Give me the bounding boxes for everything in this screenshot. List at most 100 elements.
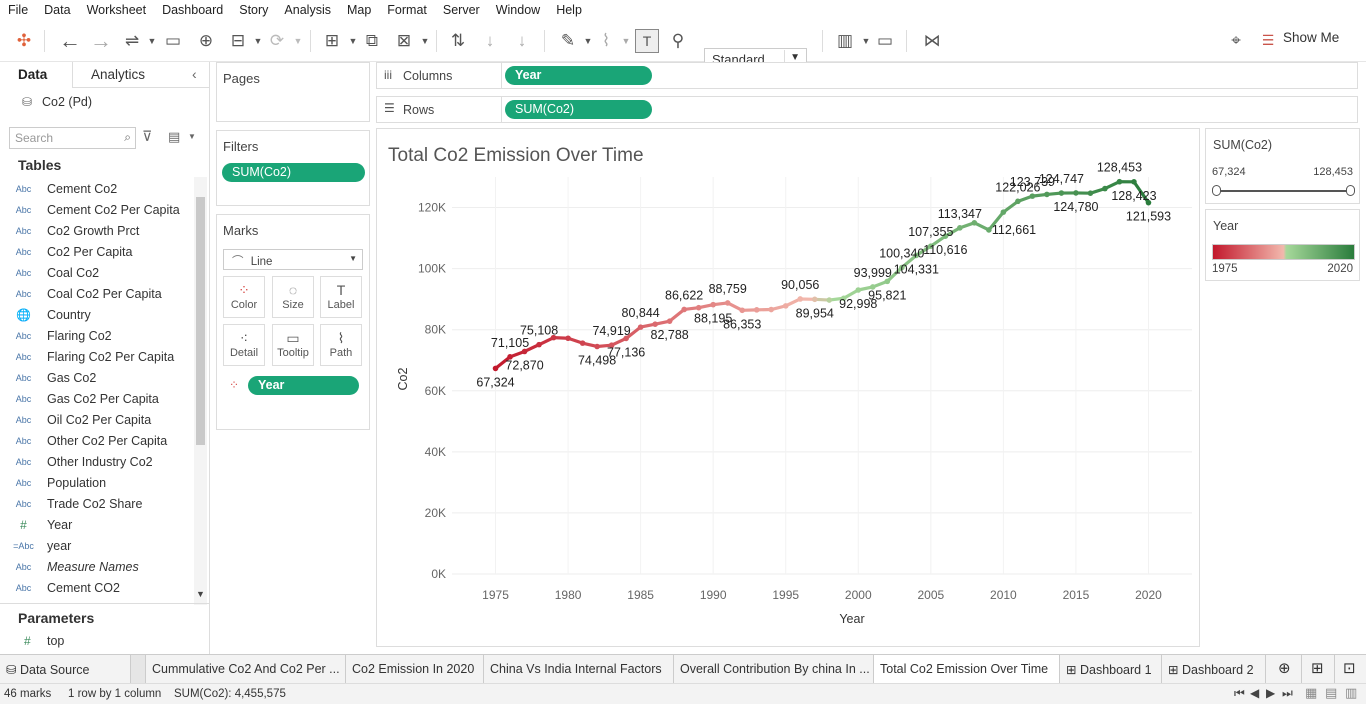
- filter-pill[interactable]: SUM(Co2): [222, 163, 365, 182]
- presentation-icon[interactable]: ▭: [876, 31, 894, 50]
- columns-year-pill[interactable]: Year: [505, 66, 652, 85]
- field-item[interactable]: Abc Other Industry Co2: [0, 451, 195, 472]
- tooltip-button[interactable]: ▭ Tooltip: [272, 324, 314, 366]
- menu-story[interactable]: Story: [239, 3, 269, 17]
- tab-overall-contribution[interactable]: Overall Contribution By china In ...: [674, 655, 874, 684]
- field-item[interactable]: Abc Oil Co2 Per Capita: [0, 409, 195, 430]
- grid-view-icon[interactable]: ▦: [1305, 685, 1318, 700]
- scrollbar-thumb[interactable]: [196, 197, 205, 445]
- mark-type-select[interactable]: ⌒ Line ▼: [223, 249, 363, 270]
- field-item[interactable]: Abc Cement CO2: [0, 577, 195, 598]
- field-item[interactable]: # Year: [0, 514, 195, 535]
- menu-analysis[interactable]: Analysis: [284, 3, 331, 17]
- nav-first-icon[interactable]: ⏮: [1234, 686, 1245, 700]
- tab-analytics[interactable]: Analytics: [72, 62, 210, 88]
- scroll-down-icon[interactable]: ▼: [196, 589, 205, 599]
- show-me-button[interactable]: Show Me: [1283, 30, 1340, 45]
- filmstrip-icon[interactable]: ▥: [1345, 685, 1358, 700]
- tableau-logo-icon[interactable]: ✣: [16, 31, 32, 50]
- field-item[interactable]: Abc Flaring Co2 Per Capita: [0, 346, 195, 367]
- field-item[interactable]: Abc Gas Co2 Per Capita: [0, 388, 195, 409]
- field-item[interactable]: Abc Trade Co2 Share: [0, 493, 195, 514]
- menu-worksheet[interactable]: Worksheet: [86, 3, 147, 17]
- menu-data[interactable]: Data: [44, 3, 71, 17]
- sort-ascending-icon[interactable]: ↓: [485, 31, 495, 50]
- refresh-icon[interactable]: ⟳: [269, 31, 285, 50]
- card-view-icon[interactable]: ▥: [836, 31, 854, 50]
- filters-shelf[interactable]: Filters SUM(Co2): [216, 130, 370, 206]
- detail-button[interactable]: ⁖ Detail: [223, 324, 265, 366]
- field-item[interactable]: Abc Flaring Co2: [0, 325, 195, 346]
- field-item[interactable]: Abc Other Co2 Per Capita: [0, 430, 195, 451]
- scrollbar[interactable]: [194, 177, 207, 605]
- menu-dashboard[interactable]: Dashboard: [162, 3, 224, 17]
- field-item[interactable]: Abc Co2 Growth Prct: [0, 220, 195, 241]
- menu-map[interactable]: Map: [346, 3, 372, 17]
- menu-window[interactable]: Window: [495, 3, 541, 17]
- chevron-down-icon[interactable]: ▼: [861, 36, 871, 46]
- range-slider-track[interactable]: [1216, 190, 1351, 192]
- menu-file[interactable]: File: [8, 3, 29, 17]
- rows-shelf[interactable]: ☰ Rows SUM(Co2): [376, 96, 1358, 123]
- sort-descending-icon[interactable]: ↓: [517, 31, 527, 50]
- new-story-icon[interactable]: ⊡: [1343, 660, 1356, 677]
- duplicate-sheet-icon[interactable]: ⧉: [365, 31, 379, 50]
- nav-next-icon[interactable]: ▶: [1266, 686, 1276, 700]
- new-datasource-icon[interactable]: ⊕: [198, 31, 214, 50]
- redo-icon[interactable]: →: [90, 28, 112, 53]
- range-slider-min-handle[interactable]: [1212, 185, 1221, 196]
- pin-icon[interactable]: ⚲: [671, 31, 685, 50]
- chevron-down-icon[interactable]: ▼: [621, 36, 631, 46]
- tab-dashboard-1[interactable]: ⊞ Dashboard 1: [1060, 655, 1162, 684]
- new-worksheet-icon[interactable]: ⊞: [324, 31, 340, 50]
- chevron-down-icon[interactable]: ▼: [420, 36, 430, 46]
- tab-data-source[interactable]: ⛁ Data Source: [0, 655, 131, 684]
- tab-dashboard-2[interactable]: ⊞ Dashboard 2: [1162, 655, 1266, 684]
- highlight-icon[interactable]: ✎: [560, 31, 576, 50]
- collapse-icon[interactable]: ‹: [192, 66, 197, 82]
- field-item[interactable]: Abc Measure Names: [0, 556, 195, 577]
- field-item[interactable]: Abc Population: [0, 472, 195, 493]
- undo-icon[interactable]: ←: [59, 28, 81, 53]
- swap-axes-icon[interactable]: ⇅: [450, 31, 466, 50]
- range-slider-max-handle[interactable]: [1346, 185, 1355, 196]
- field-item[interactable]: Abc Cement Co2: [0, 178, 195, 199]
- chevron-down-icon[interactable]: ▼: [348, 36, 358, 46]
- tab-china-india[interactable]: China Vs India Internal Factors: [484, 655, 674, 684]
- show-labels-icon[interactable]: T: [635, 29, 659, 53]
- nav-prev-icon[interactable]: ◀: [1250, 686, 1260, 700]
- chevron-down-icon[interactable]: ▼: [583, 36, 593, 46]
- list-view-icon[interactable]: ▤: [1325, 685, 1338, 700]
- group-members-icon[interactable]: ⌇: [601, 31, 611, 50]
- filter-icon[interactable]: ⊽: [142, 128, 153, 144]
- share-icon[interactable]: ⋈: [923, 31, 941, 50]
- pause-updates-icon[interactable]: ⊟: [230, 31, 246, 50]
- menu-format[interactable]: Format: [387, 3, 427, 17]
- line-chart[interactable]: 0K 20K 40K 60K 80K 100K 120K 1975 1980 1985 1990 19…: [377, 129, 1199, 646]
- view-list-icon[interactable]: ▤: [168, 129, 181, 144]
- field-item[interactable]: Abc Coal Co2 Per Capita: [0, 283, 195, 304]
- save-icon[interactable]: ▭: [164, 31, 182, 50]
- columns-shelf[interactable]: iii Columns Year: [376, 62, 1358, 89]
- datasource-name[interactable]: Co2 (Pd): [42, 95, 93, 109]
- chevron-down-icon[interactable]: ▼: [253, 36, 263, 46]
- tab-co2-2020[interactable]: Co2 Emission In 2020: [346, 655, 484, 684]
- parameter-top[interactable]: top: [47, 634, 65, 648]
- new-dashboard-icon[interactable]: ⊞: [1305, 655, 1335, 684]
- field-item[interactable]: 🌐 Country: [0, 304, 195, 325]
- replay-icon[interactable]: ⇌: [124, 31, 140, 50]
- chevron-down-icon[interactable]: ▼: [147, 36, 157, 46]
- pages-shelf[interactable]: Pages: [216, 62, 370, 122]
- nav-last-icon[interactable]: ⏭: [1282, 686, 1293, 700]
- binoculars-icon[interactable]: ⌖: [1231, 31, 1241, 50]
- search-input[interactable]: Search ⌕: [9, 127, 136, 149]
- size-button[interactable]: ◌ Size: [272, 276, 314, 318]
- label-button[interactable]: T Label: [320, 276, 362, 318]
- color-button[interactable]: ⁘ Color: [223, 276, 265, 318]
- tab-total-co2[interactable]: Total Co2 Emission Over Time: [874, 655, 1060, 684]
- clear-sheet-icon[interactable]: ⊠: [396, 31, 412, 50]
- menu-server[interactable]: Server: [442, 3, 480, 17]
- marks-year-pill[interactable]: Year: [248, 376, 359, 395]
- menu-help[interactable]: Help: [556, 3, 582, 17]
- field-item[interactable]: Abc Coal Co2: [0, 262, 195, 283]
